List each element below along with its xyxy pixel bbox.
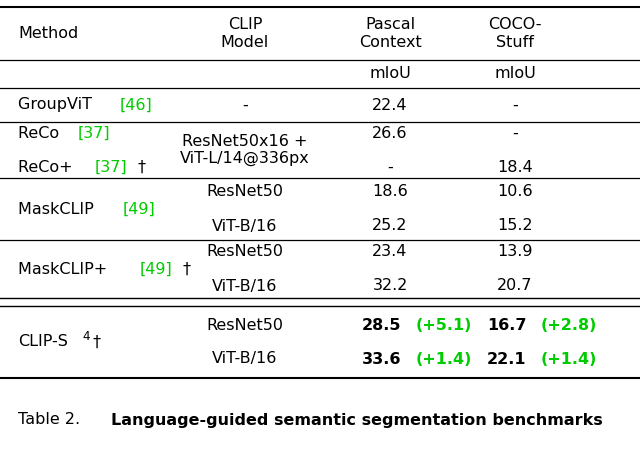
Text: [37]: [37] xyxy=(95,159,128,174)
Text: CLIP-S: CLIP-S xyxy=(18,335,68,349)
Text: †: † xyxy=(92,335,100,349)
Text: 23.4: 23.4 xyxy=(372,245,408,259)
Text: COCO-
Stuff: COCO- Stuff xyxy=(488,17,541,50)
Text: -: - xyxy=(387,159,393,174)
Text: 20.7: 20.7 xyxy=(497,279,532,293)
Text: ViT-B/16: ViT-B/16 xyxy=(212,352,278,366)
Text: 22.4: 22.4 xyxy=(372,97,408,112)
Text: Table 2.: Table 2. xyxy=(18,413,90,427)
Text: ResNet50: ResNet50 xyxy=(207,245,284,259)
Text: ResNet50x16 +
ViT-L/14@336px: ResNet50x16 + ViT-L/14@336px xyxy=(180,134,310,166)
Text: mIoU: mIoU xyxy=(494,67,536,82)
Text: mIoU: mIoU xyxy=(369,67,411,82)
Text: MaskCLIP: MaskCLIP xyxy=(18,202,99,217)
Text: 13.9: 13.9 xyxy=(497,245,532,259)
Text: 15.2: 15.2 xyxy=(497,218,533,234)
Text: 33.6: 33.6 xyxy=(362,352,401,366)
Text: 18.4: 18.4 xyxy=(497,159,533,174)
Text: [37]: [37] xyxy=(77,125,110,140)
Text: Method: Method xyxy=(18,26,78,41)
Text: (+1.4): (+1.4) xyxy=(416,352,472,366)
Text: 28.5: 28.5 xyxy=(362,318,401,332)
Text: -: - xyxy=(242,97,248,112)
Text: †: † xyxy=(137,159,145,174)
Text: 22.1: 22.1 xyxy=(487,352,527,366)
Text: CLIP
Model: CLIP Model xyxy=(221,17,269,50)
Text: -: - xyxy=(512,125,518,140)
Text: ViT-B/16: ViT-B/16 xyxy=(212,279,278,293)
Text: [46]: [46] xyxy=(120,97,153,112)
Text: (+2.8): (+2.8) xyxy=(541,318,597,332)
Text: MaskCLIP+: MaskCLIP+ xyxy=(18,262,113,276)
Text: 16.7: 16.7 xyxy=(487,318,527,332)
Text: 10.6: 10.6 xyxy=(497,185,533,200)
Text: ReCo: ReCo xyxy=(18,125,64,140)
Text: 32.2: 32.2 xyxy=(372,279,408,293)
Text: ResNet50: ResNet50 xyxy=(207,318,284,332)
Text: ViT-B/16: ViT-B/16 xyxy=(212,218,278,234)
Text: †: † xyxy=(182,262,190,276)
Text: [49]: [49] xyxy=(140,262,173,276)
Text: Language-guided semantic segmentation benchmarks: Language-guided semantic segmentation be… xyxy=(111,413,603,427)
Text: 26.6: 26.6 xyxy=(372,125,408,140)
Text: -: - xyxy=(512,97,518,112)
Text: ReCo+: ReCo+ xyxy=(18,159,77,174)
Text: 4: 4 xyxy=(83,330,90,343)
Text: (+5.1): (+5.1) xyxy=(416,318,472,332)
Text: GroupViT: GroupViT xyxy=(18,97,97,112)
Text: [49]: [49] xyxy=(122,202,155,217)
Text: Pascal
Context: Pascal Context xyxy=(358,17,421,50)
Text: 18.6: 18.6 xyxy=(372,185,408,200)
Text: 25.2: 25.2 xyxy=(372,218,408,234)
Text: ResNet50: ResNet50 xyxy=(207,185,284,200)
Text: (+1.4): (+1.4) xyxy=(541,352,597,366)
